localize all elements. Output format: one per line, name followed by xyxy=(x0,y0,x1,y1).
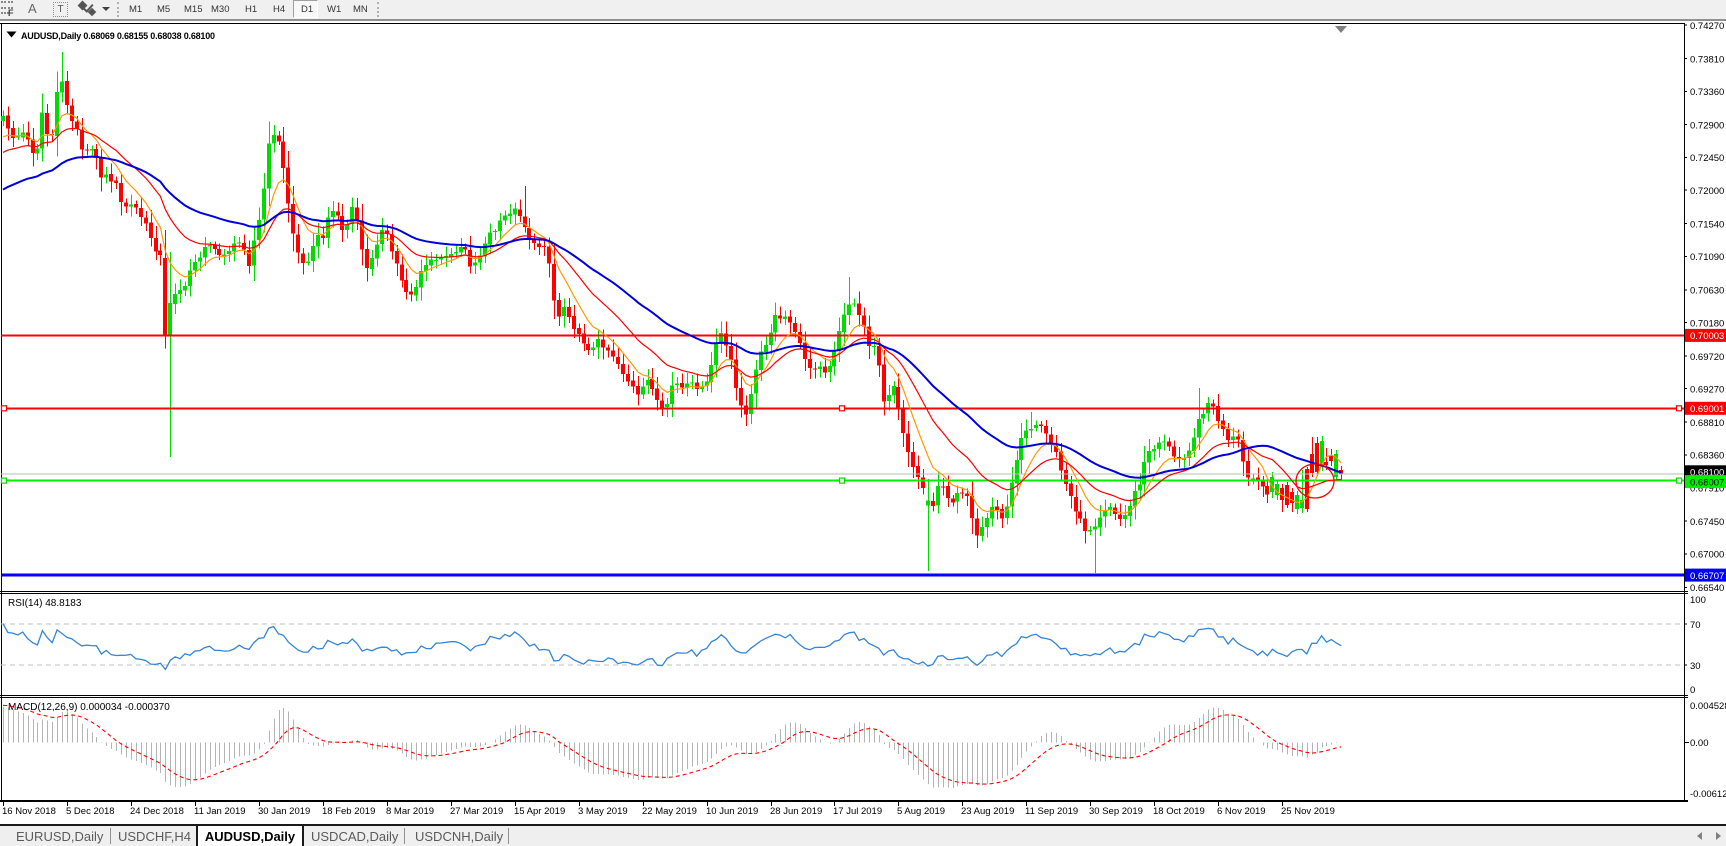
svg-text:0.68100: 0.68100 xyxy=(1690,468,1724,479)
svg-text:5 Aug 2019: 5 Aug 2019 xyxy=(897,806,945,817)
svg-text:18 Feb 2019: 18 Feb 2019 xyxy=(322,806,375,817)
svg-text:0.72900: 0.72900 xyxy=(1690,121,1724,132)
svg-text:0.73810: 0.73810 xyxy=(1690,54,1724,65)
svg-text:25 Nov 2019: 25 Nov 2019 xyxy=(1281,806,1335,817)
svg-text:15 Apr 2019: 15 Apr 2019 xyxy=(514,806,565,817)
svg-text:30: 30 xyxy=(1690,661,1701,672)
svg-text:-0.006122: -0.006122 xyxy=(1690,789,1726,800)
svg-text:3 May 2019: 3 May 2019 xyxy=(578,806,628,817)
svg-text:0.71090: 0.71090 xyxy=(1690,252,1724,263)
svg-text:0.68360: 0.68360 xyxy=(1690,451,1724,462)
svg-text:10 Jun 2019: 10 Jun 2019 xyxy=(706,806,758,817)
svg-text:70: 70 xyxy=(1690,620,1701,631)
svg-text:16 Nov 2018: 16 Nov 2018 xyxy=(2,806,56,817)
svg-text:0.67000: 0.67000 xyxy=(1690,550,1724,561)
svg-text:30 Jan 2019: 30 Jan 2019 xyxy=(258,806,310,817)
svg-text:17 Jul 2019: 17 Jul 2019 xyxy=(833,806,882,817)
svg-text:0.66707: 0.66707 xyxy=(1690,571,1724,582)
svg-text:MACD(12,26,9) 0.000034 -0.0003: MACD(12,26,9) 0.000034 -0.000370 xyxy=(8,702,170,713)
svg-text:5 Dec 2018: 5 Dec 2018 xyxy=(66,806,115,817)
svg-text:0.68007: 0.68007 xyxy=(1690,477,1724,488)
svg-text:0.72450: 0.72450 xyxy=(1690,153,1724,164)
svg-text:0: 0 xyxy=(1690,685,1695,696)
svg-text:0.68810: 0.68810 xyxy=(1690,418,1724,429)
svg-text:23 Aug 2019: 23 Aug 2019 xyxy=(961,806,1014,817)
svg-text:0.73360: 0.73360 xyxy=(1690,87,1724,98)
svg-text:0.67450: 0.67450 xyxy=(1690,517,1724,528)
svg-text:RSI(14) 48.8183: RSI(14) 48.8183 xyxy=(8,598,82,609)
svg-text:AUDUSD,Daily 0.68069 0.68155: AUDUSD,Daily 0.68069 0.68155 0.68038 0.6… xyxy=(21,31,215,41)
svg-text:8 Mar 2019: 8 Mar 2019 xyxy=(386,806,434,817)
svg-text:11 Jan 2019: 11 Jan 2019 xyxy=(194,806,246,817)
svg-text:30 Sep 2019: 30 Sep 2019 xyxy=(1089,806,1143,817)
svg-text:18 Oct 2019: 18 Oct 2019 xyxy=(1153,806,1205,817)
svg-text:0.66540: 0.66540 xyxy=(1690,583,1724,594)
svg-text:0.72000: 0.72000 xyxy=(1690,186,1724,197)
svg-text:0.004528: 0.004528 xyxy=(1690,701,1726,712)
svg-text:0.70630: 0.70630 xyxy=(1690,286,1724,297)
svg-text:100: 100 xyxy=(1690,595,1706,606)
svg-text:0.67910: 0.67910 xyxy=(1690,483,1724,494)
svg-text:0.71540: 0.71540 xyxy=(1690,219,1724,230)
svg-text:0.69270: 0.69270 xyxy=(1690,385,1724,396)
svg-text:0.70180: 0.70180 xyxy=(1690,318,1724,329)
svg-text:0.69720: 0.69720 xyxy=(1690,352,1724,363)
svg-text:0.69001: 0.69001 xyxy=(1690,404,1724,415)
svg-text:6 Nov 2019: 6 Nov 2019 xyxy=(1217,806,1266,817)
svg-text:28 Jun 2019: 28 Jun 2019 xyxy=(770,806,822,817)
svg-text:0.74270: 0.74270 xyxy=(1690,21,1724,32)
svg-text:27 Mar 2019: 27 Mar 2019 xyxy=(450,806,503,817)
svg-text:11 Sep 2019: 11 Sep 2019 xyxy=(1025,806,1078,817)
svg-text:0.70003: 0.70003 xyxy=(1690,331,1724,342)
svg-text:0.00: 0.00 xyxy=(1690,738,1709,749)
svg-text:22 May 2019: 22 May 2019 xyxy=(642,806,697,817)
svg-text:24 Dec 2018: 24 Dec 2018 xyxy=(130,806,184,817)
